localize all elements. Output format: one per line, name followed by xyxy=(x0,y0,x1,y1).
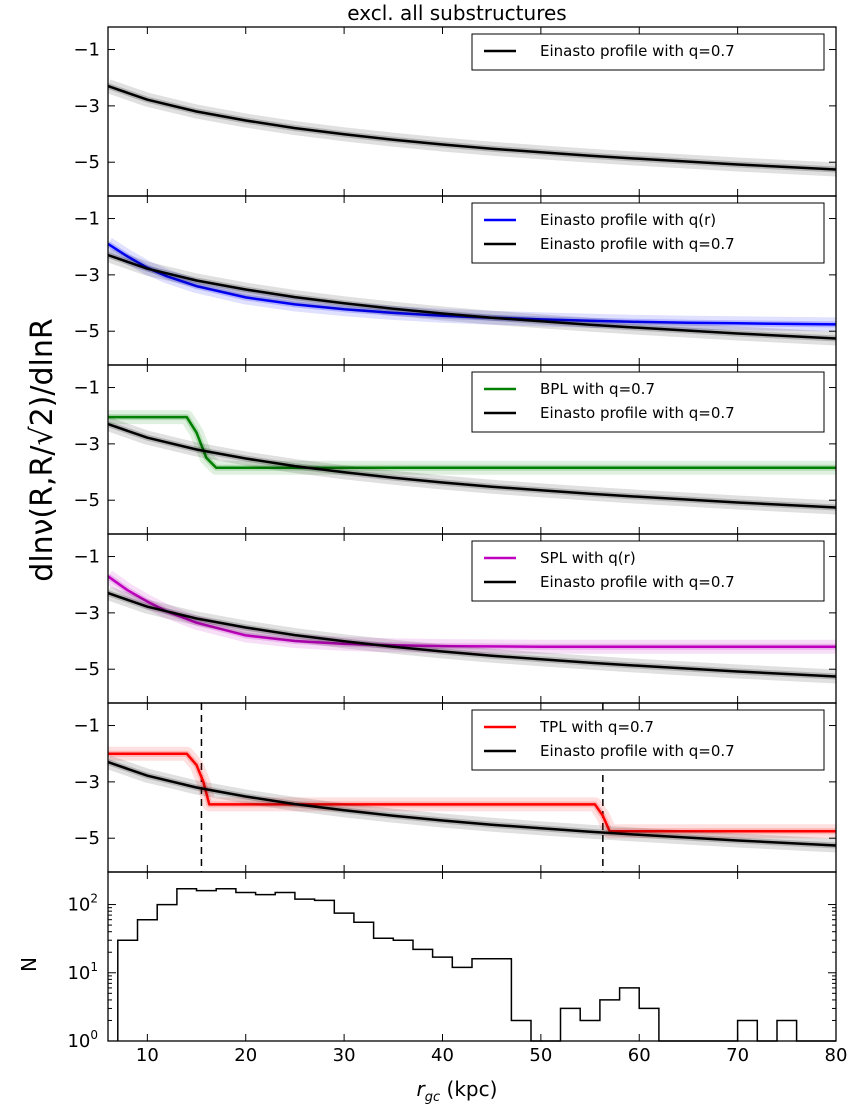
series-line-1 xyxy=(108,575,836,648)
x-axis-label-unit: (kpc) xyxy=(440,1077,497,1101)
legend-3: BPL with q=0.7 Einasto profile with q=0.7 xyxy=(471,371,825,433)
legend-1: Einasto profile with q=0.7 xyxy=(471,33,825,71)
plot-area-3 xyxy=(108,410,836,515)
panel-1: −1 −3 −5 Einasto profile with q=0.7 xyxy=(73,26,837,197)
legend-label-1: BPL with q=0.7 xyxy=(540,380,655,398)
legend-label-2: Einasto profile with q=0.7 xyxy=(540,404,735,422)
series-band-1 xyxy=(108,79,836,177)
y-tick-label: −1 xyxy=(73,40,100,61)
y-tick-label: 102 xyxy=(67,892,98,916)
shared-y-axis-label: dlnν(R,R/√2)/dlnR xyxy=(25,318,60,581)
y-tick-label: −5 xyxy=(73,828,100,849)
series-line-2 xyxy=(108,760,836,847)
y-tick-label: −3 xyxy=(73,96,100,117)
series-line-1 xyxy=(108,752,836,833)
y-tick-label: −1 xyxy=(73,547,100,568)
y-tick-label: −1 xyxy=(73,716,100,737)
x-axis-label-main: r xyxy=(417,1077,427,1101)
legend-box xyxy=(471,371,825,433)
y-tick-label: 101 xyxy=(67,960,98,984)
panel-6: 100 101 102 N 10 20 30 40 50 60 70 80 xyxy=(17,871,848,1066)
series-line-2 xyxy=(108,422,836,509)
series-line-2 xyxy=(108,253,836,340)
series-line-1 xyxy=(108,242,836,326)
legend-box xyxy=(471,202,825,264)
legend-4: SPL with q(r) Einasto profile with q=0.7 xyxy=(471,540,825,602)
series-line-1 xyxy=(108,84,836,171)
legend-label-2: Einasto profile with q=0.7 xyxy=(540,742,735,760)
x-tick-label: 70 xyxy=(726,1045,749,1066)
y-tick-label: −5 xyxy=(73,321,100,342)
x-axis-label: rgc (kpc) xyxy=(417,1077,498,1105)
legend-box xyxy=(471,33,825,71)
legend-box xyxy=(471,709,825,771)
y-tick-label: −3 xyxy=(73,603,100,624)
y-tick-label: −1 xyxy=(73,209,100,230)
legend-label-2: Einasto profile with q=0.7 xyxy=(540,235,735,253)
legend-label-2: Einasto profile with q=0.7 xyxy=(540,573,735,591)
y-tick-label: −3 xyxy=(73,434,100,455)
panel-frame xyxy=(107,871,837,1042)
legend-label-1: TPL with q=0.7 xyxy=(539,718,654,736)
legend-box xyxy=(471,540,825,602)
x-tick-label: 20 xyxy=(234,1045,257,1066)
legend-label-1: Einasto profile with q(r) xyxy=(540,211,716,229)
x-tick-label: 50 xyxy=(529,1045,552,1066)
series-line-1 xyxy=(108,415,836,470)
y-tick-label: −5 xyxy=(73,659,100,680)
legend-2: Einasto profile with q(r) Einasto profile… xyxy=(471,202,825,264)
y-tick-label: −5 xyxy=(73,152,100,173)
panel-3: −1 −3 −5 BPL with q=0.7 Einasto profile with… xyxy=(73,364,837,535)
plot-area-5 xyxy=(108,703,836,872)
plot-area-4 xyxy=(108,570,836,684)
x-tick-label: 30 xyxy=(333,1045,356,1066)
x-tick-label: 10 xyxy=(136,1045,159,1066)
legend-label-1: SPL with q(r) xyxy=(540,549,636,567)
legend-label-1: Einasto profile with q=0.7 xyxy=(540,42,735,60)
figure-title: excl. all substructures xyxy=(347,1,566,25)
y-tick-label: −3 xyxy=(73,772,100,793)
x-tick-label: 80 xyxy=(825,1045,848,1066)
panels: −1 −3 −5 Einasto profile with q=0.7 −1 −3 −5 Ei… xyxy=(17,26,848,1066)
panel-4: −1 −3 −5 SPL with q(r) Einasto profile with … xyxy=(73,533,837,704)
legend-5: TPL with q=0.7 Einasto profile with q=0.7 xyxy=(471,709,825,771)
series-line-2 xyxy=(108,591,836,678)
plot-area-2 xyxy=(108,238,836,346)
histogram-steps xyxy=(117,888,836,1042)
plot-area-1 xyxy=(108,79,836,177)
y-tick-label: −1 xyxy=(73,378,100,399)
x-tick-label: 60 xyxy=(628,1045,651,1066)
y-tick-label: −3 xyxy=(73,265,100,286)
x-tick-label: 40 xyxy=(431,1045,454,1066)
y-tick-label: −5 xyxy=(73,490,100,511)
panel-5: −1 −3 −5 TPL with q=0.7 Einasto profile with… xyxy=(73,702,837,873)
histogram-y-label: N xyxy=(17,957,41,972)
x-axis-label-subscript: gc xyxy=(425,1090,440,1105)
y-tick-label: 100 xyxy=(67,1028,98,1052)
